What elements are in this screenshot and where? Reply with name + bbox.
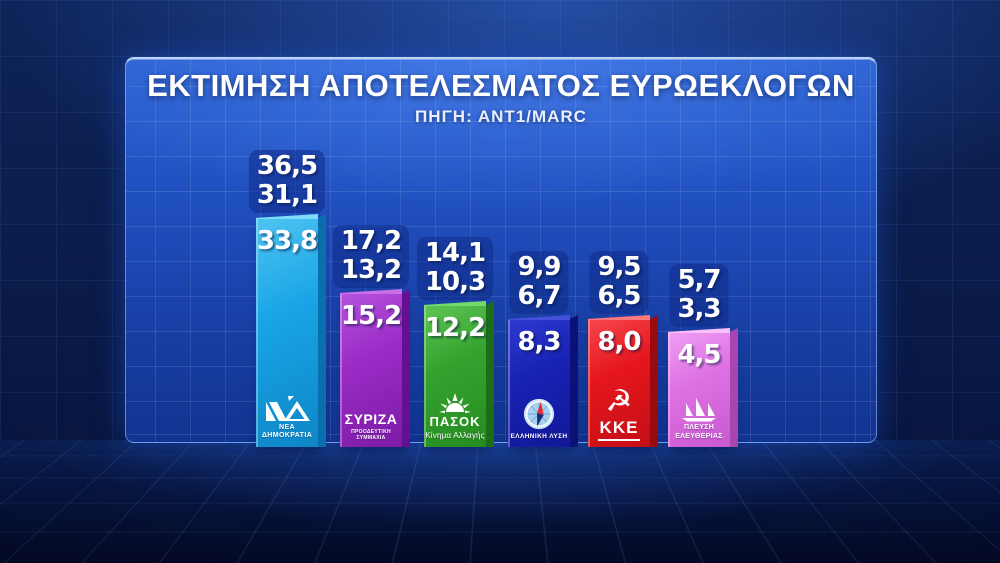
bar-group-kke: 9,5 6,5 8,0 ☭ ΚΚΕ (586, 251, 658, 447)
range-badge: 9,5 6,5 (589, 251, 649, 314)
hammer-sickle-icon: ☭ (605, 384, 633, 419)
bar-group-nd: 36,5 31,1 33,8 ΝΕΑ ΔΗΜΟΚΡΑΤΙΑ (248, 150, 326, 447)
party-logo: ΠΛΕΥΣΗ ΕΛΕΥΘΕΡΙΑΣ (666, 396, 732, 441)
range-low-value: 10,3 (424, 267, 486, 297)
bar-top-bevel (588, 315, 650, 320)
bar-group-el-lysi: 9,9 6,7 8,3 ΕΛΛΗΝΙΚΗ ΛΥΣΗ (506, 251, 578, 447)
range-high-value: 9,5 (597, 252, 641, 282)
party-bar: 33,8 ΝΕΑ ΔΗΜΟΚΡΑΤΙΑ (254, 214, 326, 447)
party-bar: 12,2 ΠΑΣΟΚ Κίνημα Αλλαγής (422, 301, 494, 447)
bar-top-bevel (340, 289, 402, 294)
range-high-value: 17,2 (340, 226, 402, 256)
estimate-value: 4,5 (677, 340, 721, 370)
party-caption: ΝΕΑ ΔΗΜΟΚΡΑΤΙΑ (261, 423, 313, 440)
party-caption: ΠΡΟΟΔΕΥΤΙΚΗ ΣΥΜΜΑΧΙΑ (351, 428, 391, 441)
party-caption: Κίνημα Αλλαγής (425, 431, 485, 440)
bar-group-syriza: 17,2 13,2 15,2 ΣΥΡΙΖΑ ΠΡΟΟΔΕΥΤΙΚΗ ΣΥΜΜΑΧ… (332, 225, 410, 447)
estimate-value: 8,3 (517, 327, 561, 357)
party-logo: ΣΥΡΙΖΑ ΠΡΟΟΔΕΥΤΙΚΗ ΣΥΜΜΑΧΙΑ (338, 411, 404, 442)
bar-top-bevel (668, 328, 730, 333)
range-low-value: 6,5 (597, 281, 641, 311)
party-bar: 4,5 ΠΛΕΥΣΗ ΕΛΕΥΘΕΡΙΑΣ (666, 328, 738, 447)
bar-group-pasok: 14,1 10,3 12,2 ΠΑΣΟΚ Κίνημα Αλλαγής (416, 237, 494, 447)
kke-logo-text: ΚΚΕ (597, 418, 641, 441)
syriza-logo-text: ΣΥΡΙΖΑ (344, 410, 398, 427)
party-logo: ΕΛΛΗΝΙΚΗ ΛΥΣΗ (506, 397, 572, 441)
range-badge: 5,7 3,3 (669, 264, 729, 327)
party-caption-2: ΕΛΕΥΘΕΡΙΑΣ (675, 433, 723, 441)
bar-group-plefsi: 5,7 3,3 4,5 ΠΛΕΥΣΗ ΕΛΕΥΘΕΡΙΑΣ (666, 264, 738, 447)
range-low-value: 13,2 (340, 255, 402, 285)
estimate-value: 8,0 (597, 327, 641, 357)
party-caption: ΠΛΕΥΣΗ (683, 423, 715, 431)
bar-top-bevel (508, 315, 570, 320)
range-low-value: 31,1 (256, 180, 318, 210)
party-bar: 8,3 ΕΛΛΗΝΙΚΗ ΛΥΣΗ (506, 315, 578, 447)
range-badge: 36,5 31,1 (248, 150, 326, 213)
party-bar: 15,2 ΣΥΡΙΖΑ ΠΡΟΟΔΕΥΤΙΚΗ ΣΥΜΜΑΧΙΑ (338, 289, 410, 447)
range-low-value: 3,3 (677, 294, 721, 324)
estimate-value: 33,8 (256, 226, 318, 256)
range-badge: 9,9 6,7 (509, 251, 569, 314)
estimate-value: 15,2 (340, 301, 402, 331)
party-logo: ΠΑΣΟΚ Κίνημα Αλλαγής (422, 391, 488, 441)
range-high-value: 36,5 (256, 151, 318, 181)
party-bar: 8,0 ☭ ΚΚΕ (586, 315, 658, 447)
estimate-value: 12,2 (424, 313, 486, 343)
sailboat-icon (682, 397, 716, 422)
range-high-value: 5,7 (677, 265, 721, 295)
bar-top-bevel (424, 301, 486, 306)
nd-logo-icon (266, 395, 310, 421)
pasok-logo-text: ΠΑΣΟΚ (429, 414, 481, 429)
party-logo: ΝΕΑ ΔΗΜΟΚΡΑΤΙΑ (254, 395, 320, 442)
range-high-value: 14,1 (424, 238, 486, 268)
range-badge: 17,2 13,2 (332, 225, 410, 288)
party-caption: ΕΛΛΗΝΙΚΗ ΛΥΣΗ (510, 432, 568, 440)
range-low-value: 6,7 (517, 281, 561, 311)
range-high-value: 9,9 (517, 252, 561, 282)
bar-top-bevel (256, 214, 318, 219)
pasok-sun-icon (439, 393, 471, 413)
party-logo: ☭ ΚΚΕ (586, 384, 652, 441)
range-badge: 14,1 10,3 (416, 237, 494, 300)
elliniki-lysi-compass-icon (523, 398, 555, 429)
